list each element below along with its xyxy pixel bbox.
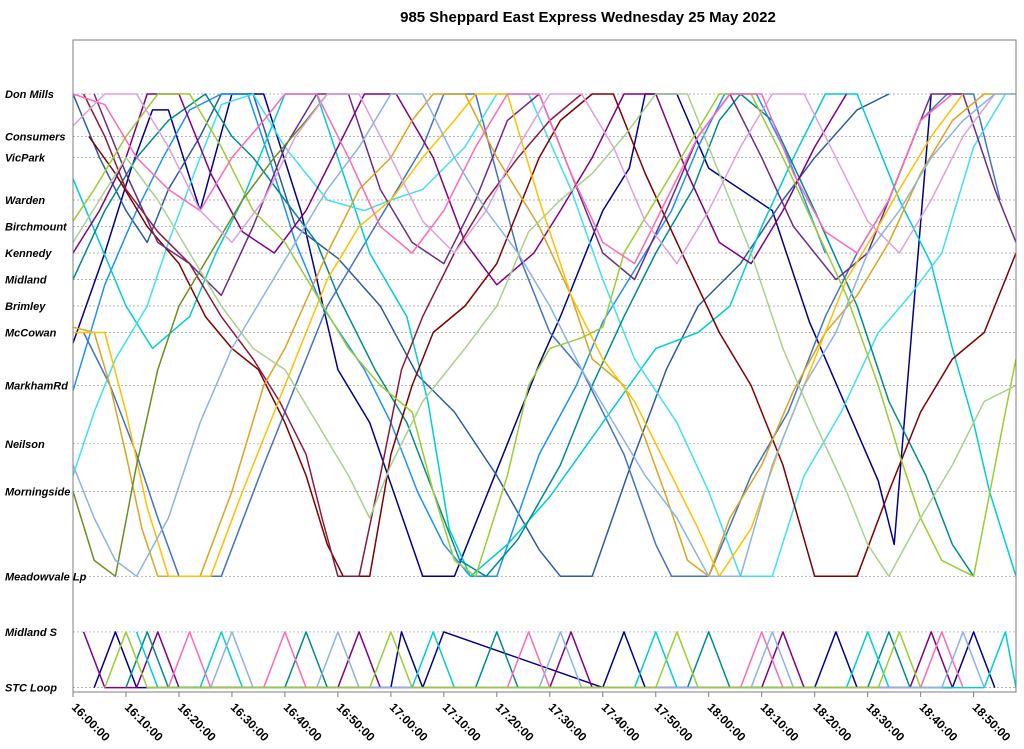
time-tick-label: 17:00:00 xyxy=(387,700,431,744)
stop-label: McCowan xyxy=(5,328,57,340)
stop-label: STC Loop xyxy=(5,683,57,695)
time-tick-label: 16:50:00 xyxy=(334,700,378,744)
vehicle-trip-line xyxy=(72,93,1016,578)
stop-label: Morningside xyxy=(5,487,70,499)
stop-label: Consumers xyxy=(5,131,66,143)
time-tick-label: 17:50:00 xyxy=(652,700,696,744)
vehicle-trip-line xyxy=(72,93,953,265)
vehicle-trip-line xyxy=(72,93,328,578)
time-tick-label: 18:50:00 xyxy=(969,700,1013,744)
stop-label: Meadowvale Lp xyxy=(5,571,87,583)
chart-title: 985 Sheppard East Express Wednesday 25 M… xyxy=(400,9,776,26)
stop-label: Warden xyxy=(5,195,45,207)
stop-label: Midland xyxy=(5,275,47,287)
time-tick-label: 17:10:00 xyxy=(440,700,484,744)
vehicle-trip-line xyxy=(73,93,964,578)
time-tick-label: 17:30:00 xyxy=(546,700,590,744)
stop-label: VicPark xyxy=(5,153,46,165)
time-tick-label: 18:00:00 xyxy=(705,700,749,744)
vehicle-trip-line xyxy=(72,93,996,265)
time-tick-label: 17:20:00 xyxy=(493,700,537,744)
vehicle-trip-line xyxy=(82,93,583,578)
time-tick-label: 17:40:00 xyxy=(599,700,643,744)
time-tick-label: 18:30:00 xyxy=(864,700,908,744)
vehicle-trip-line xyxy=(72,93,1016,578)
vehicle-trip-line xyxy=(72,93,1017,578)
time-tick-label: 16:20:00 xyxy=(175,700,219,744)
vehicle-trip-line xyxy=(88,93,1017,578)
vehicle-trip-line xyxy=(93,93,1017,297)
time-tick-label: 16:30:00 xyxy=(228,700,272,744)
stop-label: Brimley xyxy=(5,301,46,313)
vehicle-trip-line xyxy=(72,93,1017,578)
time-tick-label: 16:00:00 xyxy=(69,700,113,744)
stop-label: Don Mills xyxy=(5,89,54,101)
time-tick-label: 18:40:00 xyxy=(917,700,961,744)
time-axis: 16:00:00 16:10:00 16:20:00 16:30:00 16:40:00… xyxy=(69,692,1014,744)
stop-label: Kennedy xyxy=(5,248,52,260)
plot-frame xyxy=(72,39,1017,693)
vehicle-trip-line xyxy=(72,93,932,578)
time-tick-label: 16:10:00 xyxy=(122,700,166,744)
vehicle-trip-line xyxy=(72,93,826,578)
stop-label: Neilson xyxy=(5,439,45,451)
time-tick-label: 18:10:00 xyxy=(758,700,802,744)
short-turn-trip-line xyxy=(135,631,1017,689)
stop-label: Midland S xyxy=(5,627,58,639)
short-turn-trip-line xyxy=(209,631,985,689)
time-tick-label: 18:20:00 xyxy=(811,700,855,744)
short-turn-trip-line xyxy=(104,631,922,689)
stop-axis: Don Mills Consumers VicPark Warden Birchmoun… xyxy=(5,89,87,695)
vehicle-trip-line xyxy=(72,93,1017,578)
time-tick-label: 16:40:00 xyxy=(281,700,325,744)
stop-label: MarkhamRd xyxy=(5,381,68,393)
series-lines xyxy=(72,93,1017,689)
stop-label: Birchmount xyxy=(5,222,68,234)
